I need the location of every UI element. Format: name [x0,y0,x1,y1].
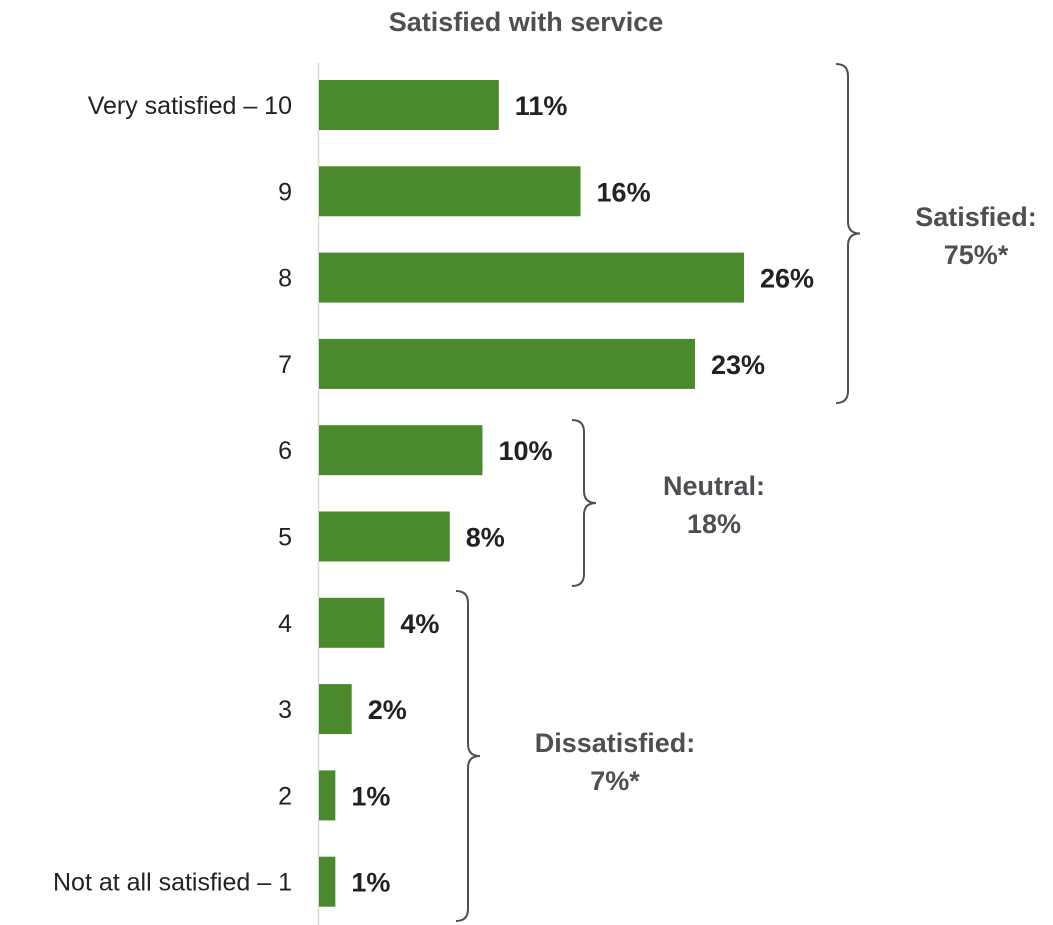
group-bracket [835,63,861,404]
group-bracket [455,590,481,922]
bars-layer: Very satisfied – 10 11% 9 16% 8 26% 7 23% 6 10% 5 8… [53,80,814,907]
group-bracket [571,419,597,587]
bar [319,425,483,476]
category-label: Very satisfied – 10 [88,92,292,120]
data-label: 16% [597,177,651,207]
category-label: 9 [278,178,292,206]
category-label: 5 [278,524,292,552]
data-label: 1% [351,781,390,811]
category-label: 4 [278,610,292,638]
chart-title: Satisfied with service [389,7,664,37]
group-percentage: 18% [687,509,741,539]
group-percentage: 75%* [944,240,1009,270]
bar [319,511,450,562]
bar [319,80,499,130]
group-label: Satisfied: [915,202,1037,232]
category-label: 8 [278,265,292,293]
category-label: 7 [278,351,292,379]
category-label: 2 [278,782,292,810]
bar [319,856,336,907]
category-label: 6 [278,437,292,465]
bar [319,770,336,821]
bar [319,252,744,303]
bar [319,338,695,389]
group-label: Neutral: [663,471,765,501]
bar [319,684,352,735]
data-label: 4% [400,609,439,639]
data-label: 26% [760,264,814,294]
data-label: 1% [351,868,390,898]
group-percentage: 7%* [590,766,640,796]
data-label: 10% [498,436,552,466]
data-label: 23% [711,350,765,380]
data-label: 2% [368,695,407,725]
group-label: Dissatisfied: [535,728,696,758]
category-label: 3 [278,696,292,724]
data-label: 11% [515,91,568,121]
bar [319,597,385,648]
group-brackets-layer: Satisfied: 75%* Neutral: 18% Dissatisfied: 7%… [455,63,1037,922]
category-label: Not at all satisfied – 1 [53,869,292,897]
bar [319,166,581,217]
data-label: 8% [466,523,505,553]
